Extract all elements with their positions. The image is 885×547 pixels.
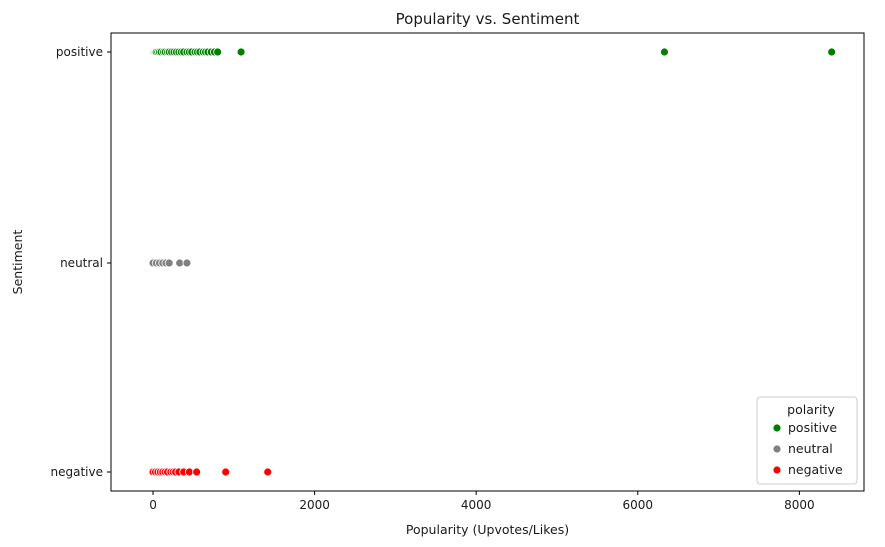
y-axis-label: Sentiment [10,230,25,295]
data-point-positive [827,47,837,57]
y-tick-label: positive [56,45,103,59]
legend-marker-positive [772,423,782,433]
data-point-neutral [175,258,185,268]
x-tick-label: 6000 [623,498,654,512]
x-axis-label: Popularity (Upvotes/Likes) [406,522,569,537]
chart-title: Popularity vs. Sentiment [396,10,580,28]
y-axis: positive neutral negative [51,45,111,479]
data-point-positive [236,47,246,57]
data-point-neutral [182,258,192,268]
legend-title: polarity [787,402,835,417]
legend-marker-neutral [772,444,782,454]
legend-marker-negative [772,465,782,475]
x-axis: 0 2000 4000 6000 8000 [149,491,815,512]
data-point-positive [213,47,223,57]
x-tick-label: 2000 [299,498,330,512]
x-tick-label: 0 [149,498,157,512]
data-point-negative [221,467,231,477]
data-points [148,47,837,477]
data-point-negative [192,467,202,477]
data-point-negative [184,467,194,477]
y-tick-label: neutral [60,256,103,270]
plot-area [110,32,865,492]
data-point-positive [660,47,669,57]
data-point-neutral [164,258,174,268]
legend-box [756,396,858,485]
legend-label-neutral: neutral [788,441,833,456]
x-tick-label: 8000 [784,498,815,512]
legend-label-positive: positive [788,420,837,435]
x-tick-label: 4000 [461,498,492,512]
legend-label-negative: negative [788,462,843,477]
y-tick-label: negative [51,465,103,479]
data-point-negative [263,467,273,477]
legend: polarity positive neutral negative [756,396,858,485]
